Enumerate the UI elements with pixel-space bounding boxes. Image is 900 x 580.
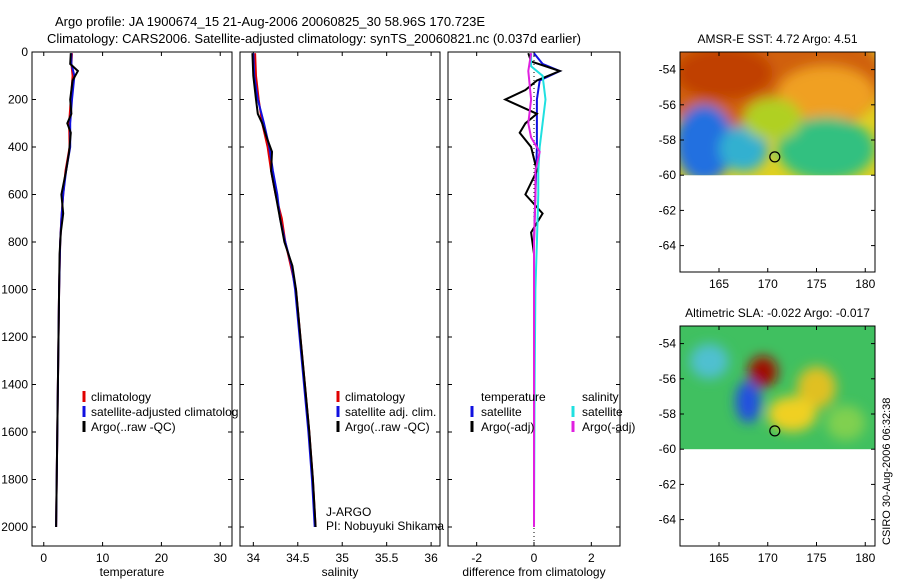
header-line1: Argo profile: JA 1900674_15 21-Aug-2006 … — [55, 14, 485, 29]
y-tick-label: 1800 — [1, 473, 28, 487]
header-line2: Climatology: CARS2006. Satellite-adjuste… — [47, 31, 581, 46]
x-tick-label: 30 — [214, 551, 228, 565]
x-tick-label: 0 — [531, 551, 538, 565]
map-frame — [679, 325, 876, 547]
x-tick-label: 180 — [855, 551, 875, 565]
x-tick-label: 36 — [424, 551, 438, 565]
temperature-panel: 0 10 20 30 0 200 400 600 800 1000 1200 1400 1600 1800… — [1, 45, 238, 579]
x-tick-label: 175 — [806, 277, 826, 291]
y-tick-label: -62 — [659, 477, 677, 491]
side-stamp: CSIRO 30-Aug-2006 06:32:38 — [881, 398, 893, 545]
x-tick-label: -2 — [471, 551, 482, 565]
x-tick-label: 20 — [155, 551, 169, 565]
x-tick-label: 175 — [806, 551, 826, 565]
map-blob — [680, 104, 734, 176]
legend-label: climatology — [91, 390, 151, 404]
map-title: Altimetric SLA: -0.022 Argo: -0.017 — [685, 306, 870, 320]
map-frame — [679, 51, 876, 273]
y-tick-label: -56 — [659, 372, 677, 386]
y-tick-label: 1200 — [1, 330, 28, 344]
plot-frame — [31, 51, 233, 547]
map-blob — [719, 125, 768, 172]
y-tick-label: -56 — [659, 98, 677, 112]
x-tick-label: 180 — [855, 277, 875, 291]
argo-location-marker — [769, 151, 781, 163]
y-tick-label: 200 — [8, 93, 28, 107]
x-tick-label: 2 — [588, 551, 595, 565]
map-blob — [826, 405, 866, 441]
x-tick-label: 34.5 — [286, 551, 310, 565]
legend-label: climatology — [345, 390, 405, 404]
y-tick-label: 400 — [8, 140, 28, 154]
legend-label: Argo(-adj) — [582, 420, 635, 434]
annotation-text: PI: Nobuyuki Shikama — [326, 519, 444, 533]
salinity-panel: 34 34.5 35 35.5 36 salinity climatologysatelli… — [239, 51, 444, 579]
map-blob — [743, 97, 802, 140]
series-line-2 — [251, 53, 317, 528]
legend-label: Argo(-adj) — [481, 420, 534, 434]
map-blob — [767, 396, 817, 432]
y-tick-label: -54 — [659, 337, 677, 351]
series-line-1 — [502, 52, 563, 527]
plot-frame — [239, 51, 441, 547]
map-blob — [797, 366, 836, 409]
x-tick-label: 170 — [758, 277, 778, 291]
x-tick-label: 35 — [336, 551, 350, 565]
legend-label: Argo(..raw -QC) — [91, 420, 176, 434]
y-tick-label: 0 — [21, 45, 28, 59]
y-tick-label: -64 — [659, 513, 677, 527]
map-blob — [777, 117, 875, 176]
y-tick-label: 800 — [8, 235, 28, 249]
series-line-3 — [527, 53, 541, 527]
x-tick-label: 34 — [247, 551, 261, 565]
legend-group-title: temperature — [481, 390, 546, 404]
map-title: AMSR-E SST: 4.72 Argo: 4.51 — [697, 32, 857, 46]
y-tick-label: -58 — [659, 133, 677, 147]
map-blob — [777, 66, 875, 123]
legend-label: satellite adj. clim. — [345, 405, 436, 419]
map-blob — [680, 52, 773, 100]
annotation-text: J-ARGO — [326, 505, 371, 519]
series-line-0 — [533, 52, 563, 527]
y-tick-label: 600 — [8, 188, 28, 202]
map-blob — [748, 355, 778, 388]
series-line-2 — [55, 53, 80, 528]
legend-label: satellite — [481, 405, 522, 419]
legend-label: satellite-adjusted climatolog — [91, 405, 238, 419]
y-tick-label: -58 — [659, 407, 677, 421]
y-tick-label: -60 — [659, 168, 677, 182]
legend-label: Argo(..raw -QC) — [345, 420, 430, 434]
x-axis-label: salinity — [322, 565, 359, 579]
sst-map-panel: AMSR-E SST: 4.72 Argo: 4.51 165 170 175 180 -… — [659, 32, 876, 291]
y-tick-label: 2000 — [1, 520, 28, 534]
argo-location-marker — [769, 425, 781, 437]
x-tick-label: 35.5 — [375, 551, 399, 565]
legend-group-title: salinity — [582, 390, 619, 404]
x-tick-label: 0 — [40, 551, 47, 565]
x-axis-label: difference from climatology — [462, 565, 605, 579]
y-tick-label: -64 — [659, 239, 677, 253]
y-tick-label: 1400 — [1, 378, 28, 392]
sla-map-panel: Altimetric SLA: -0.022 Argo: -0.017 165 17… — [659, 306, 876, 565]
y-tick-label: -54 — [659, 63, 677, 77]
x-tick-label: 10 — [96, 551, 110, 565]
map-blob — [735, 380, 761, 423]
y-tick-label: -62 — [659, 203, 677, 217]
x-tick-label: 170 — [758, 551, 778, 565]
legend-label: satellite — [582, 405, 623, 419]
x-axis-label: temperature — [100, 565, 165, 579]
y-tick-label: 1600 — [1, 425, 28, 439]
map-blob — [689, 343, 729, 379]
x-tick-label: 165 — [709, 277, 729, 291]
y-tick-label: -60 — [659, 442, 677, 456]
y-tick-label: 1000 — [1, 283, 28, 297]
x-tick-label: 165 — [709, 551, 729, 565]
